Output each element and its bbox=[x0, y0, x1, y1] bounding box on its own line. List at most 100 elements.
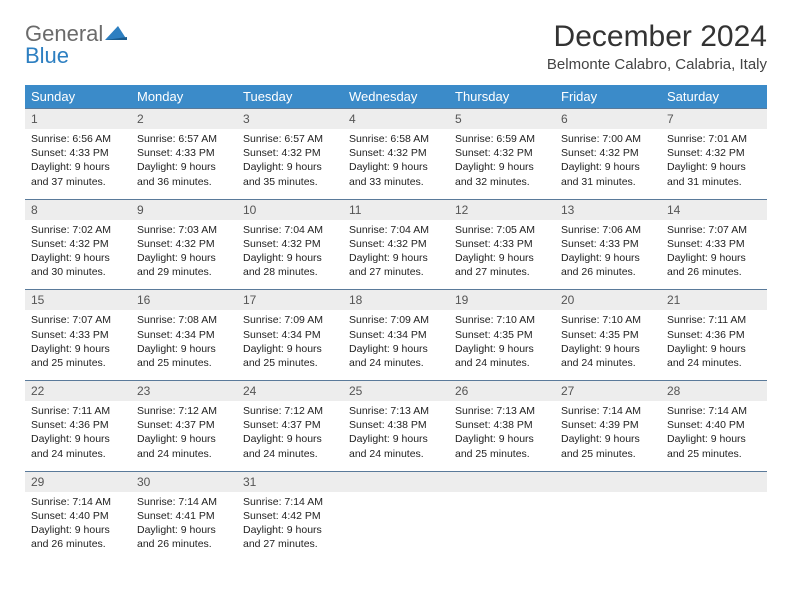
sunrise-text: Sunrise: 7:02 AM bbox=[31, 223, 125, 237]
daylight-text-2: and 35 minutes. bbox=[243, 175, 337, 189]
daylight-text-2: and 24 minutes. bbox=[561, 356, 655, 370]
day-content-row: Sunrise: 7:07 AMSunset: 4:33 PMDaylight:… bbox=[25, 310, 767, 380]
sunset-text: Sunset: 4:32 PM bbox=[31, 237, 125, 251]
sunset-text: Sunset: 4:37 PM bbox=[243, 418, 337, 432]
sunrise-text: Sunrise: 7:13 AM bbox=[349, 404, 443, 418]
daylight-text-2: and 27 minutes. bbox=[349, 265, 443, 279]
day-content-cell bbox=[449, 492, 555, 562]
day-content-cell: Sunrise: 7:03 AMSunset: 4:32 PMDaylight:… bbox=[131, 220, 237, 290]
sunset-text: Sunset: 4:32 PM bbox=[243, 146, 337, 160]
daylight-text-2: and 26 minutes. bbox=[137, 537, 231, 551]
daylight-text-1: Daylight: 9 hours bbox=[31, 160, 125, 174]
weekday-header: Thursday bbox=[449, 85, 555, 109]
day-number-cell: 11 bbox=[343, 199, 449, 220]
daylight-text-2: and 33 minutes. bbox=[349, 175, 443, 189]
day-number-row: 15161718192021 bbox=[25, 290, 767, 311]
daylight-text-2: and 24 minutes. bbox=[243, 447, 337, 461]
day-content-cell: Sunrise: 7:13 AMSunset: 4:38 PMDaylight:… bbox=[449, 401, 555, 471]
sunset-text: Sunset: 4:40 PM bbox=[31, 509, 125, 523]
sunset-text: Sunset: 4:42 PM bbox=[243, 509, 337, 523]
day-content-cell: Sunrise: 7:10 AMSunset: 4:35 PMDaylight:… bbox=[449, 310, 555, 380]
day-number-cell: 4 bbox=[343, 109, 449, 130]
day-number-cell: 6 bbox=[555, 109, 661, 130]
day-number-cell: 25 bbox=[343, 381, 449, 402]
daylight-text-1: Daylight: 9 hours bbox=[137, 251, 231, 265]
title-block: December 2024 Belmonte Calabro, Calabria… bbox=[547, 20, 767, 73]
day-content-cell: Sunrise: 7:13 AMSunset: 4:38 PMDaylight:… bbox=[343, 401, 449, 471]
sunset-text: Sunset: 4:33 PM bbox=[137, 146, 231, 160]
daylight-text-2: and 25 minutes. bbox=[31, 356, 125, 370]
sunrise-text: Sunrise: 7:07 AM bbox=[31, 313, 125, 327]
sunset-text: Sunset: 4:38 PM bbox=[455, 418, 549, 432]
day-number-row: 22232425262728 bbox=[25, 381, 767, 402]
daylight-text-2: and 25 minutes. bbox=[137, 356, 231, 370]
daylight-text-2: and 36 minutes. bbox=[137, 175, 231, 189]
sunrise-text: Sunrise: 7:00 AM bbox=[561, 132, 655, 146]
sunrise-text: Sunrise: 7:01 AM bbox=[667, 132, 761, 146]
sunset-text: Sunset: 4:33 PM bbox=[455, 237, 549, 251]
daylight-text-1: Daylight: 9 hours bbox=[561, 160, 655, 174]
sunset-text: Sunset: 4:33 PM bbox=[561, 237, 655, 251]
day-number-cell: 30 bbox=[131, 471, 237, 492]
day-number-cell: 20 bbox=[555, 290, 661, 311]
daylight-text-1: Daylight: 9 hours bbox=[667, 342, 761, 356]
daylight-text-2: and 24 minutes. bbox=[349, 356, 443, 370]
day-number-cell: 27 bbox=[555, 381, 661, 402]
weekday-header: Wednesday bbox=[343, 85, 449, 109]
day-number-cell: 18 bbox=[343, 290, 449, 311]
logo: General Blue bbox=[25, 24, 127, 68]
sunset-text: Sunset: 4:32 PM bbox=[561, 146, 655, 160]
sunrise-text: Sunrise: 6:57 AM bbox=[243, 132, 337, 146]
weekday-header: Saturday bbox=[661, 85, 767, 109]
sunrise-text: Sunrise: 7:09 AM bbox=[243, 313, 337, 327]
day-number-cell bbox=[449, 471, 555, 492]
day-content-cell: Sunrise: 7:06 AMSunset: 4:33 PMDaylight:… bbox=[555, 220, 661, 290]
logo-triangle-icon bbox=[105, 24, 127, 45]
sunrise-text: Sunrise: 6:56 AM bbox=[31, 132, 125, 146]
day-content-cell: Sunrise: 7:10 AMSunset: 4:35 PMDaylight:… bbox=[555, 310, 661, 380]
daylight-text-2: and 26 minutes. bbox=[31, 537, 125, 551]
daylight-text-2: and 24 minutes. bbox=[349, 447, 443, 461]
day-content-cell: Sunrise: 7:09 AMSunset: 4:34 PMDaylight:… bbox=[237, 310, 343, 380]
sunrise-text: Sunrise: 7:10 AM bbox=[455, 313, 549, 327]
daylight-text-2: and 30 minutes. bbox=[31, 265, 125, 279]
sunrise-text: Sunrise: 7:11 AM bbox=[31, 404, 125, 418]
day-number-cell: 8 bbox=[25, 199, 131, 220]
sunrise-text: Sunrise: 7:06 AM bbox=[561, 223, 655, 237]
day-content-cell: Sunrise: 7:14 AMSunset: 4:42 PMDaylight:… bbox=[237, 492, 343, 562]
day-content-cell bbox=[343, 492, 449, 562]
day-number-row: 1234567 bbox=[25, 109, 767, 130]
month-title: December 2024 bbox=[547, 20, 767, 54]
day-content-row: Sunrise: 6:56 AM Sunset: 4:33 PM Daylight:… bbox=[25, 129, 767, 199]
day-number-cell: 1 bbox=[25, 109, 131, 130]
sunrise-text: Sunrise: 6:59 AM bbox=[455, 132, 549, 146]
day-content-cell: Sunrise: 7:04 AMSunset: 4:32 PMDaylight:… bbox=[237, 220, 343, 290]
daylight-text-2: and 31 minutes. bbox=[667, 175, 761, 189]
sunset-text: Sunset: 4:37 PM bbox=[137, 418, 231, 432]
daylight-text-2: and 25 minutes. bbox=[243, 356, 337, 370]
day-content-cell: Sunrise: 7:05 AMSunset: 4:33 PMDaylight:… bbox=[449, 220, 555, 290]
sunset-text: Sunset: 4:33 PM bbox=[667, 237, 761, 251]
sunrise-text: Sunrise: 7:04 AM bbox=[349, 223, 443, 237]
day-content-cell: Sunrise: 7:09 AMSunset: 4:34 PMDaylight:… bbox=[343, 310, 449, 380]
day-content-cell: Sunrise: 7:12 AMSunset: 4:37 PMDaylight:… bbox=[131, 401, 237, 471]
day-number-cell bbox=[343, 471, 449, 492]
sunset-text: Sunset: 4:32 PM bbox=[455, 146, 549, 160]
day-number-cell: 16 bbox=[131, 290, 237, 311]
sunrise-text: Sunrise: 6:57 AM bbox=[137, 132, 231, 146]
location-text: Belmonte Calabro, Calabria, Italy bbox=[547, 56, 767, 73]
day-number-cell: 10 bbox=[237, 199, 343, 220]
day-content-cell: Sunrise: 6:56 AMSunset: 4:33 PMDaylight:… bbox=[25, 129, 131, 199]
sunrise-text: Sunrise: 7:12 AM bbox=[137, 404, 231, 418]
day-content-cell bbox=[661, 492, 767, 562]
sunset-text: Sunset: 4:32 PM bbox=[137, 237, 231, 251]
day-number-cell: 24 bbox=[237, 381, 343, 402]
day-content-cell: Sunrise: 7:08 AMSunset: 4:34 PMDaylight:… bbox=[131, 310, 237, 380]
sunset-text: Sunset: 4:39 PM bbox=[561, 418, 655, 432]
day-content-cell: Sunrise: 7:11 AMSunset: 4:36 PMDaylight:… bbox=[661, 310, 767, 380]
sunrise-text: Sunrise: 7:12 AM bbox=[243, 404, 337, 418]
daylight-text-2: and 24 minutes. bbox=[455, 356, 549, 370]
sunset-text: Sunset: 4:40 PM bbox=[667, 418, 761, 432]
daylight-text-2: and 25 minutes. bbox=[455, 447, 549, 461]
day-number-cell: 28 bbox=[661, 381, 767, 402]
